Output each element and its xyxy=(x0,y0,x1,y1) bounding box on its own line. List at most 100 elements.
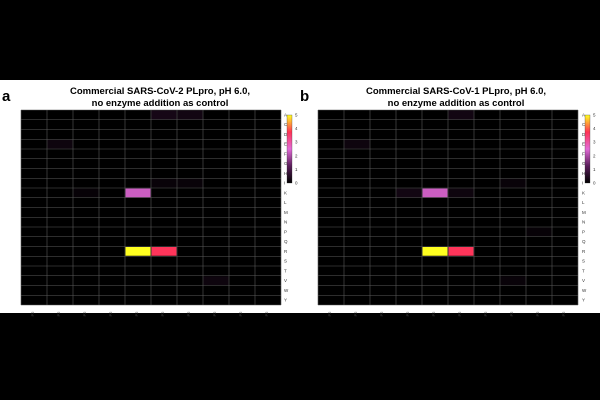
heatmap-b-col-label: P2 xyxy=(483,311,488,317)
heatmap-a-cell xyxy=(177,110,203,120)
heatmap-a-row-label: E xyxy=(284,142,287,147)
heatmap-b-cell xyxy=(396,188,422,198)
heatmap-b-row-label: V xyxy=(582,278,585,283)
heatmap-a-row-label: G xyxy=(284,161,288,166)
heatmap-b-colorbar-tick: 2 xyxy=(593,153,596,158)
heatmap-a-row-label: N xyxy=(284,220,287,225)
heatmap-b-row-label: E xyxy=(582,142,585,147)
heatmap-b-row-label: P xyxy=(582,229,585,234)
heatmap-a-row-label: F xyxy=(284,151,287,156)
heatmap-b-row-label: Y xyxy=(582,298,585,303)
heatmap-b-cell xyxy=(500,276,526,285)
heatmap-b-colorbar-tick: 1 xyxy=(593,167,596,172)
heatmap-a-row-label: A xyxy=(284,112,287,117)
heatmap-a-row-label: R xyxy=(284,249,288,254)
heatmap-b-row-label: R xyxy=(582,249,586,254)
heatmap-a-cell xyxy=(203,276,229,285)
heatmap-a-cell xyxy=(151,247,177,256)
panel-label-b: b xyxy=(300,88,310,105)
heatmap-a-row-label: P xyxy=(284,229,287,234)
heatmap-a-col-label: P2 xyxy=(134,311,139,317)
heatmap-a-cell xyxy=(177,178,203,188)
heatmap-b-row-label: K xyxy=(582,190,585,195)
heatmap-a-colorbar-tick: 5 xyxy=(295,113,298,118)
heatmap-b-cell xyxy=(422,188,448,198)
heatmap-a-col-label: P2 xyxy=(56,311,61,317)
heatmap-a-title: Commercial SARS-CoV-2 PLpro, pH 6.0, no … xyxy=(30,86,290,110)
heatmap-a-colorbar-tick: 1 xyxy=(295,167,298,172)
heatmap-a-row-label: C xyxy=(284,122,288,127)
heatmap-a-row-label: W xyxy=(284,288,289,293)
heatmap-b-cell xyxy=(448,110,474,120)
heatmap-a-cell xyxy=(151,178,177,188)
heatmap-a-col-label: P2 xyxy=(82,311,87,317)
heatmap-b-colorbar-tick: 3 xyxy=(593,140,596,145)
heatmap-a-col-label: P2 xyxy=(160,311,165,317)
heatmap-a-col-label: P2 xyxy=(108,311,113,317)
heatmap-b-row-label: L xyxy=(582,200,585,205)
heatmap-a-row-label: M xyxy=(284,210,288,215)
heatmap-a-cell xyxy=(125,247,151,256)
heatmap-b-row-label: H xyxy=(582,171,585,176)
heatmap-a-cell xyxy=(73,188,99,198)
heatmap-a-title-line1: Commercial SARS-CoV-2 PLpro, pH 6.0, xyxy=(69,86,250,97)
heatmap-b-row-label: W xyxy=(582,288,587,293)
heatmap-a-cell xyxy=(125,188,151,198)
heatmap-b-colorbar-tick: 4 xyxy=(593,126,596,131)
heatmap-a-col-label: P2 xyxy=(212,311,217,317)
heatmap-b-col-label: P2 xyxy=(327,311,332,317)
heatmap-a-row-label: Y xyxy=(284,298,287,303)
heatmap-a-cell xyxy=(47,139,73,149)
heatmap-a-row-label: D xyxy=(284,132,288,137)
heatmap-a-row-label: I xyxy=(284,181,285,186)
panel-label-a: a xyxy=(2,88,11,105)
heatmap-b-cell xyxy=(344,139,370,149)
heatmap-b-cell xyxy=(448,188,474,198)
heatmap-b-row-label: A xyxy=(582,112,585,117)
heatmap-b-col-label: P2 xyxy=(405,311,410,317)
heatmap-b-row-label: C xyxy=(582,122,586,127)
heatmap-a-colorbar xyxy=(286,114,293,184)
heatmap-b-colorbar-tick: 5 xyxy=(593,113,596,118)
heatmap-a-row-label: H xyxy=(284,171,287,176)
heatmap-a-row-label: S xyxy=(284,259,287,264)
heatmap-b-colorbar xyxy=(584,114,591,184)
heatmap-b-row-label: M xyxy=(582,210,586,215)
heatmap-b-colorbar-tick: 0 xyxy=(593,181,596,186)
heatmap-b-row-label: N xyxy=(582,220,585,225)
heatmap-a-title-line2: no enzyme addition as control xyxy=(91,98,229,109)
heatmap-b-cell xyxy=(422,247,448,256)
heatmap-a-row-label: Q xyxy=(284,239,288,244)
heatmap-a-col-label: P2 xyxy=(30,311,35,317)
heatmap-b-title: Commercial SARS-CoV-1 PLpro, pH 6.0, no … xyxy=(326,86,586,110)
heatmap-b-title-line1: Commercial SARS-CoV-1 PLpro, pH 6.0, xyxy=(365,86,546,97)
heatmap-b-cell xyxy=(500,178,526,188)
heatmap-b-cell xyxy=(526,227,552,237)
heatmap-b-row-label: F xyxy=(582,151,585,156)
heatmap-b-cell xyxy=(448,247,474,256)
heatmap-b-col-label: P2 xyxy=(535,311,540,317)
heatmap-b-col-label: P2 xyxy=(509,311,514,317)
heatmap-b-row-label: Q xyxy=(582,239,586,244)
heatmap-a-row-label: V xyxy=(284,278,287,283)
heatmap-b-col-label: P2 xyxy=(353,311,358,317)
heatmap-a-colorbar-tick: 4 xyxy=(295,126,298,131)
heatmap-b-row-label: S xyxy=(582,259,585,264)
heatmap-b-col-label: P2 xyxy=(379,311,384,317)
heatmap-a-colorbar-tick: 0 xyxy=(295,181,298,186)
heatmap-a-cell xyxy=(151,110,177,120)
heatmap-b-col-label: P2 xyxy=(561,311,566,317)
heatmap-b-col-label: P2 xyxy=(457,311,462,317)
heatmap-a-row-label: L xyxy=(284,200,287,205)
heatmap-a-row-label: K xyxy=(284,190,287,195)
heatmap-b-row-label: I xyxy=(582,181,583,186)
heatmap-b-title-line2: no enzyme addition as control xyxy=(387,98,525,109)
heatmap-a-col-label: P2 xyxy=(238,311,243,317)
heatmap-a-colorbar-tick: 3 xyxy=(295,140,298,145)
heatmap-a-col-label: P2 xyxy=(264,311,269,317)
heatmap-a-colorbar-tick: 2 xyxy=(295,153,298,158)
heatmap-b-row-label: G xyxy=(582,161,586,166)
heatmap-b-col-label: P2 xyxy=(431,311,436,317)
heatmap-b-row-label: D xyxy=(582,132,586,137)
